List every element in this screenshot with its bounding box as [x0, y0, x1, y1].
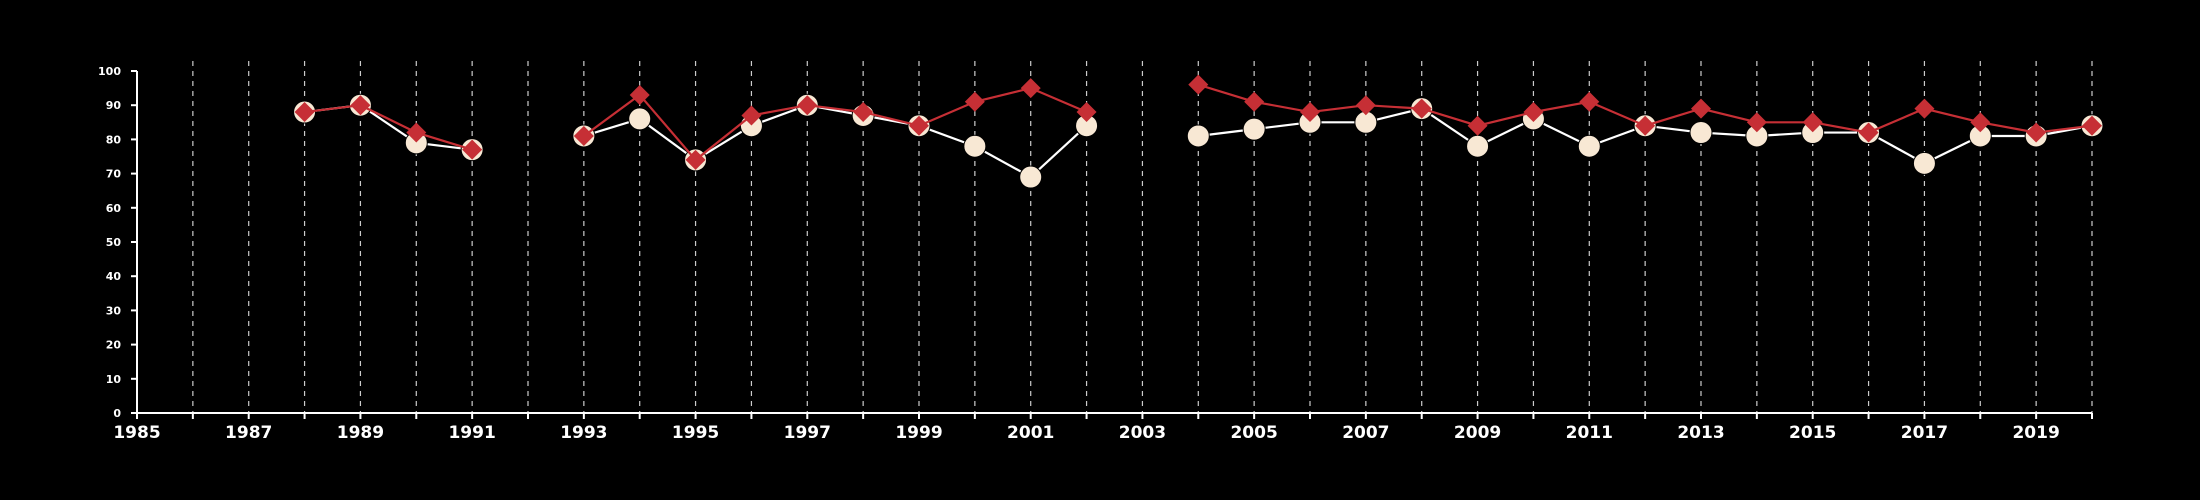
y-tick-label: 60	[106, 202, 122, 215]
data-point-diamond	[1355, 95, 1376, 116]
x-tick-label: 2015	[1789, 423, 1836, 443]
y-tick-label: 30	[106, 304, 122, 317]
y-tick-label: 80	[106, 133, 122, 146]
data-point-circle	[1466, 134, 1490, 158]
x-tick-label: 2001	[1007, 423, 1054, 443]
data-point-diamond	[1970, 112, 1991, 133]
data-point-diamond	[909, 115, 929, 136]
y-axis-ticks: 0 10 20 30 40 50 60 70 80 90 100	[98, 65, 137, 420]
y-tick-label: 0	[113, 407, 121, 420]
data-point-diamond	[2026, 122, 2047, 143]
data-point-diamond	[2082, 115, 2102, 136]
data-point-diamond	[1188, 74, 1209, 95]
y-tick-label: 50	[106, 236, 122, 249]
data-point-diamond	[1523, 102, 1544, 123]
data-point-circle	[1912, 151, 1936, 175]
data-point-diamond	[741, 105, 762, 126]
x-tick-label: 2009	[1454, 423, 1501, 443]
data-point-circle	[1186, 124, 1210, 148]
data-point-diamond	[294, 102, 315, 123]
y-tick-label: 20	[106, 339, 122, 352]
x-tick-label: 1987	[225, 423, 272, 443]
x-tick-label: 1985	[113, 423, 160, 443]
x-tick-label: 2003	[1119, 423, 1166, 443]
grid	[192, 61, 2093, 413]
y-tick-label: 70	[106, 168, 122, 181]
x-axis-ticks: 1985 1987 1989 1991 1993 1995 1997 1999 2001 2003…	[113, 413, 2093, 443]
x-tick-label: 2013	[1677, 423, 1724, 443]
data-point-diamond	[1076, 102, 1097, 123]
data-point-circle	[628, 107, 652, 131]
data-point-circle	[963, 134, 987, 158]
x-tick-label: 1995	[672, 423, 719, 443]
data-point-diamond	[1244, 91, 1265, 112]
x-tick-label: 1991	[448, 423, 495, 443]
data-point-diamond	[1858, 122, 1879, 143]
x-tick-label: 1999	[895, 423, 942, 443]
x-tick-label: 1997	[784, 423, 831, 443]
data-point-diamond	[1914, 98, 1935, 119]
data-point-diamond	[1635, 115, 1656, 136]
series-2	[294, 74, 2102, 170]
y-tick-label: 10	[106, 373, 122, 386]
y-tick-label: 90	[106, 99, 122, 112]
x-tick-label: 2007	[1342, 423, 1389, 443]
data-point-diamond	[1020, 78, 1041, 99]
series-layer	[293, 74, 2104, 189]
data-point-diamond	[797, 95, 818, 116]
data-point-diamond	[1467, 115, 1488, 136]
data-point-diamond	[1802, 112, 1823, 133]
data-point-diamond	[685, 149, 706, 170]
y-tick-label: 40	[106, 270, 122, 283]
x-tick-label: 1989	[337, 423, 384, 443]
data-point-diamond	[350, 95, 371, 116]
series-line	[583, 86, 1088, 162]
x-tick-label: 2005	[1230, 423, 1277, 443]
x-tick-label: 1993	[560, 423, 607, 443]
data-point-diamond	[1300, 102, 1320, 123]
data-point-circle	[1689, 121, 1713, 145]
x-tick-label: 2017	[1901, 423, 1948, 443]
data-point-circle	[1019, 165, 1043, 189]
data-point-circle	[1242, 117, 1266, 141]
data-point-diamond	[462, 139, 483, 160]
x-tick-label: 2011	[1566, 423, 1613, 443]
data-point-diamond	[853, 102, 874, 123]
data-point-diamond	[964, 91, 985, 112]
data-point-diamond	[1579, 91, 1600, 112]
data-point-diamond	[406, 122, 427, 143]
data-point-circle	[1577, 134, 1601, 158]
data-point-diamond	[629, 84, 650, 105]
series-line	[583, 104, 1088, 179]
series-line	[304, 104, 473, 151]
x-tick-label: 2019	[2012, 423, 2059, 443]
data-point-diamond	[1411, 98, 1432, 119]
y-tick-label: 100	[98, 65, 121, 78]
data-point-diamond	[1746, 112, 1767, 133]
data-point-diamond	[1691, 98, 1711, 119]
data-point-diamond	[573, 125, 594, 146]
